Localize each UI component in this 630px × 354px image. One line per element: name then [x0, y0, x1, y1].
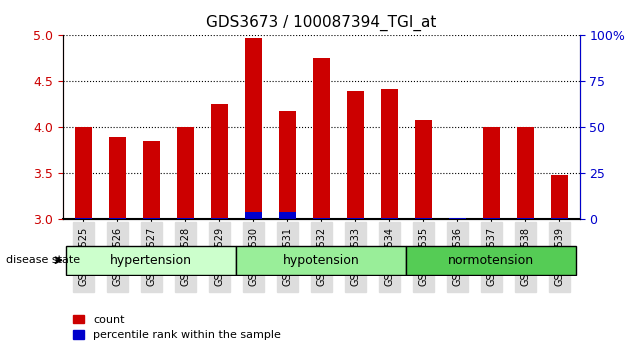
Bar: [177, 218, 194, 219]
Bar: [381, 89, 398, 219]
Bar: [245, 212, 262, 219]
Text: disease state: disease state: [6, 255, 81, 265]
Bar: [415, 218, 432, 219]
Bar: [279, 212, 296, 219]
Bar: [313, 58, 329, 219]
Bar: [517, 218, 534, 219]
Bar: [75, 127, 92, 219]
Bar: [109, 218, 126, 219]
Bar: [211, 104, 228, 219]
Bar: [346, 218, 364, 219]
Bar: [415, 120, 432, 219]
Bar: [483, 127, 500, 219]
Title: GDS3673 / 100087394_TGI_at: GDS3673 / 100087394_TGI_at: [206, 15, 437, 31]
FancyBboxPatch shape: [236, 246, 406, 275]
Text: normotension: normotension: [448, 254, 534, 267]
Bar: [177, 127, 194, 219]
Bar: [449, 218, 466, 219]
Text: hypotension: hypotension: [283, 254, 360, 267]
Text: hypertension: hypertension: [110, 254, 192, 267]
Bar: [109, 137, 126, 219]
Bar: [346, 91, 364, 219]
Bar: [551, 175, 568, 219]
FancyBboxPatch shape: [66, 246, 236, 275]
Bar: [143, 141, 160, 219]
Bar: [211, 218, 228, 219]
Bar: [313, 218, 329, 219]
Bar: [517, 127, 534, 219]
Bar: [381, 218, 398, 219]
Bar: [483, 218, 500, 219]
Bar: [245, 38, 262, 219]
Legend: count, percentile rank within the sample: count, percentile rank within the sample: [69, 310, 285, 345]
Bar: [143, 218, 160, 219]
FancyBboxPatch shape: [406, 246, 576, 275]
Bar: [279, 111, 296, 219]
Bar: [551, 218, 568, 219]
Bar: [75, 218, 92, 219]
